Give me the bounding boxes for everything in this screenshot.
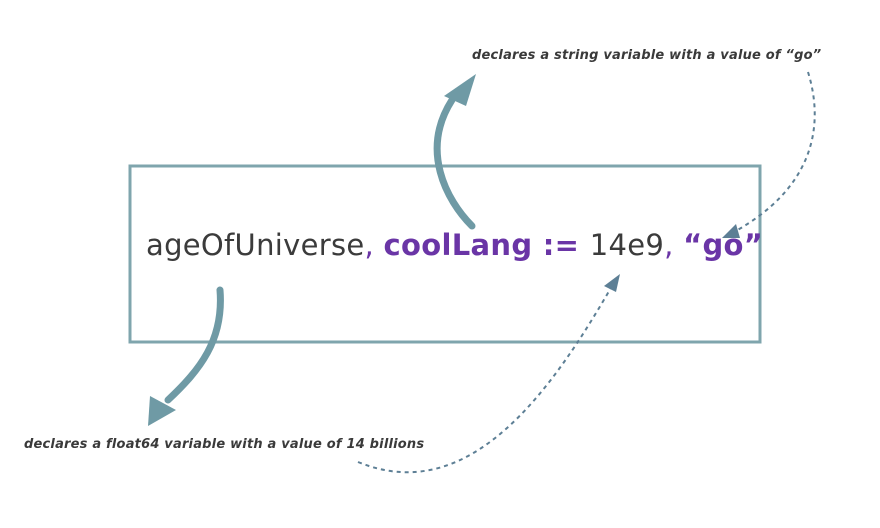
dotted-arrowhead-go-icon xyxy=(722,224,740,238)
code-assign-operator: := xyxy=(532,228,590,262)
dotted-arrow-to-14e9 xyxy=(357,285,613,474)
code-comma-2: , xyxy=(664,228,684,262)
arrowhead-down-icon xyxy=(148,396,176,426)
code-statement: ageOfUniverse, coolLang := 14e9, “go” xyxy=(146,228,763,262)
code-comma-1: , xyxy=(364,228,384,262)
code-box xyxy=(128,164,762,344)
code-value-14e9: 14e9 xyxy=(589,228,665,262)
dotted-arrowhead-14e9-icon xyxy=(604,274,620,292)
code-value-go: “go” xyxy=(683,228,764,262)
arrowhead-up-icon xyxy=(444,74,476,106)
arrow-to-float-annotation xyxy=(164,286,224,404)
dotted-arrow-to-go xyxy=(733,71,816,233)
annotation-string-variable: declares a string variable with a value … xyxy=(472,48,822,63)
annotation-float-variable: declares a float64 variable with a value… xyxy=(24,437,425,452)
code-var-coolLang: coolLang xyxy=(383,228,533,262)
arrow-to-string-annotation xyxy=(433,96,476,230)
code-var-ageOfUniverse: ageOfUniverse xyxy=(146,228,365,262)
